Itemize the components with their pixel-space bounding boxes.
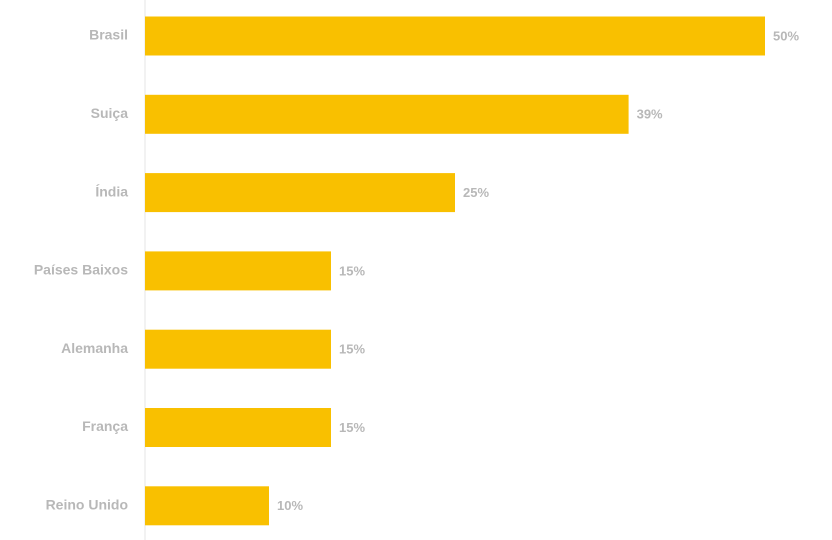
bar (145, 173, 455, 213)
value-label: 39% (637, 107, 663, 122)
bar (145, 251, 331, 291)
bar (145, 408, 331, 447)
category-label: Brasil (89, 27, 128, 43)
bar (145, 94, 629, 134)
value-label: 15% (339, 420, 365, 435)
bar (145, 16, 765, 56)
value-label: 15% (339, 342, 365, 357)
bar (145, 486, 269, 526)
category-label: Suiça (91, 105, 129, 121)
value-label: 50% (773, 28, 799, 43)
category-label: França (82, 418, 128, 434)
category-label: Alemanha (61, 340, 128, 356)
value-label: 25% (463, 185, 489, 200)
value-label: 15% (339, 263, 365, 278)
bar (145, 329, 331, 369)
value-label: 10% (277, 498, 303, 513)
category-label: Reino Unido (46, 497, 128, 513)
category-label: Países Baixos (34, 262, 128, 278)
category-label: Índia (95, 183, 128, 199)
